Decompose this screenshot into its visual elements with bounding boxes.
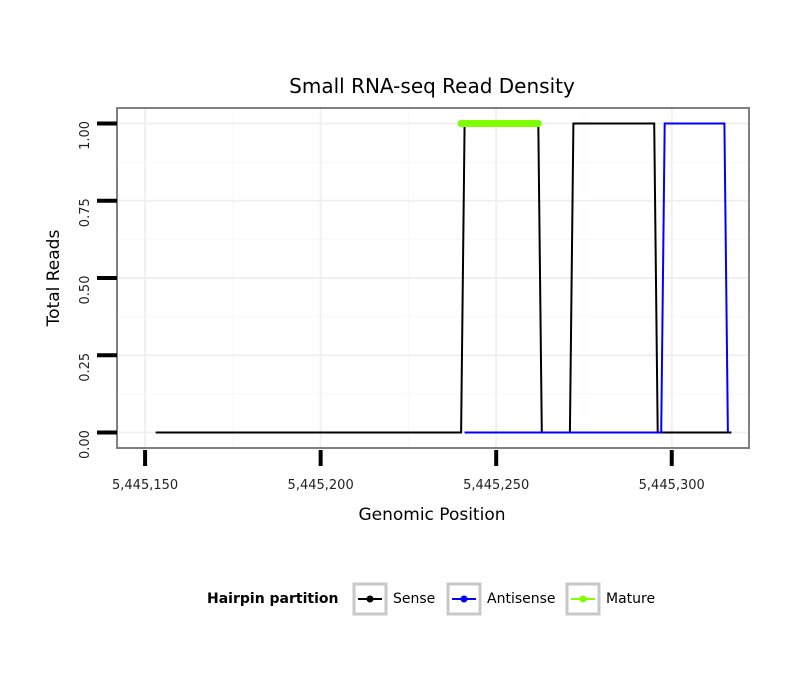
x-axis: 5,445,150 5,445,200 5,445,250 5,445,300 — [112, 450, 705, 493]
legend-label-mature: Mature — [606, 591, 655, 607]
y-tick-label: 0.75 — [78, 198, 93, 227]
legend-key-point — [579, 595, 587, 603]
x-axis-title: Genomic Position — [358, 505, 505, 525]
y-tick-label: 0.50 — [78, 276, 93, 305]
grid-layer — [117, 108, 749, 448]
y-axis: 0.00 0.25 0.50 0.75 1.00 — [78, 121, 117, 459]
legend-key-point — [366, 595, 374, 603]
series-line-antisense — [464, 122, 729, 434]
chart-title: Small RNA-seq Read Density — [289, 74, 575, 98]
x-tick-label: 5,445,150 — [112, 478, 178, 493]
legend-label-antisense: Antisense — [487, 591, 556, 607]
y-axis-title: Total Reads — [44, 230, 64, 328]
x-tick-label: 5,445,300 — [639, 478, 705, 493]
y-tick-label: 0.00 — [78, 430, 93, 459]
legend: Hairpin partition Sense Antisense Mature — [207, 582, 655, 616]
y-tick-label: 1.00 — [78, 121, 93, 150]
x-tick-label: 5,445,250 — [463, 478, 529, 493]
legend-title: Hairpin partition — [207, 591, 338, 607]
legend-key-point — [460, 595, 468, 603]
legend-label-sense: Sense — [393, 591, 435, 607]
y-tick-label: 0.25 — [78, 353, 93, 382]
legend-items: Sense Antisense Mature — [352, 582, 655, 616]
x-tick-label: 5,445,200 — [288, 478, 354, 493]
plot-panel — [116, 107, 750, 449]
series-layer — [155, 120, 732, 434]
